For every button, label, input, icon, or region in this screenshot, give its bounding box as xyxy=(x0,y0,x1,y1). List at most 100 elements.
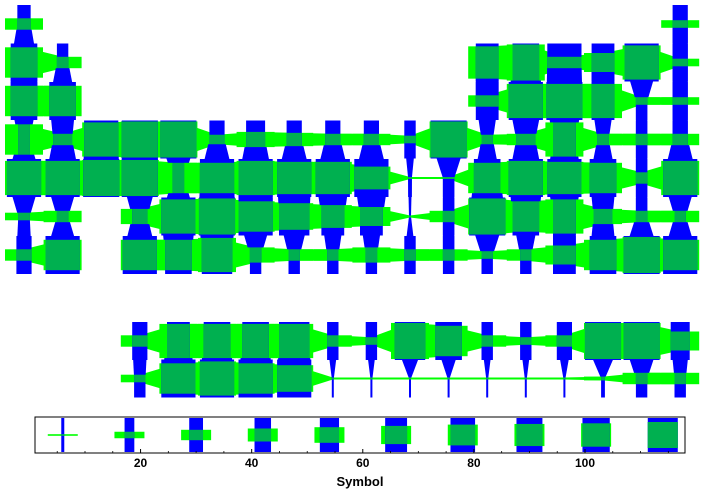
fblock-cell-overlap xyxy=(524,377,527,380)
main-cell-overlap xyxy=(246,131,266,148)
main-cell-overlap xyxy=(121,159,158,197)
main-cell-overlap xyxy=(512,201,540,232)
main-cell-overlap xyxy=(672,20,688,28)
main-cell-overlap xyxy=(635,97,648,105)
main-cell-overlap xyxy=(83,159,120,197)
main-cell-overlap xyxy=(591,53,615,72)
main-cell-overlap xyxy=(279,203,310,230)
main-cell-overlap xyxy=(327,249,339,261)
main-cell-overlap xyxy=(408,177,412,179)
main-cell-overlap xyxy=(469,198,506,235)
main-cell-overlap xyxy=(18,212,30,221)
main-cell-overlap xyxy=(475,95,499,107)
main-cell-overlap xyxy=(597,133,609,146)
fblock-cell-overlap xyxy=(435,325,462,357)
fblock-cell-overlap xyxy=(623,322,660,360)
main-cell-overlap xyxy=(199,162,235,194)
legend-sample-overlap xyxy=(385,425,408,445)
main-cell-overlap xyxy=(161,199,196,234)
legend-sample-overlap xyxy=(582,423,610,447)
fblock-cell-overlap xyxy=(203,323,231,359)
main-cell-overlap xyxy=(553,199,576,234)
main-cell-overlap xyxy=(635,133,648,146)
main-cell-overlap xyxy=(589,239,617,271)
main-cell-overlap xyxy=(10,85,38,117)
main-cell-overlap xyxy=(16,249,32,261)
main-cell-overlap xyxy=(249,247,262,263)
main-cell-overlap xyxy=(238,160,273,196)
main-cell-overlap xyxy=(674,210,686,223)
main-cell-overlap xyxy=(635,172,648,184)
main-cell-overlap xyxy=(672,58,688,67)
main-cell-overlap xyxy=(363,133,379,146)
x-tick-label: 40 xyxy=(245,456,259,470)
legend-sample-overlap xyxy=(124,431,135,439)
main-cell-overlap xyxy=(663,160,698,196)
fblock-cell-overlap xyxy=(279,323,310,359)
x-axis-title: Symbol xyxy=(337,474,384,489)
main-cell-overlap xyxy=(6,160,42,196)
main-cell-overlap xyxy=(475,46,499,79)
main-cell-overlap xyxy=(430,121,467,158)
main-cell-overlap xyxy=(45,239,80,271)
main-cell-overlap xyxy=(10,47,38,78)
main-cell-overlap xyxy=(547,161,582,195)
main-cell-overlap xyxy=(508,160,543,196)
fblock-cell-overlap xyxy=(161,363,196,394)
fblock-cell-overlap xyxy=(370,377,373,380)
main-cell-overlap xyxy=(672,133,688,146)
main-cell-overlap xyxy=(238,201,273,232)
main-cell-overlap xyxy=(360,207,383,226)
fblock-cell-overlap xyxy=(409,377,411,380)
x-tick-label: 20 xyxy=(134,456,148,470)
fblock-cell-overlap xyxy=(670,331,690,351)
main-cell-overlap xyxy=(121,121,158,158)
fblock-cell-overlap xyxy=(134,374,146,383)
main-cell-overlap xyxy=(165,239,192,271)
main-cell-overlap xyxy=(49,85,76,117)
main-cell-overlap xyxy=(473,162,501,194)
legend-sample-overlap xyxy=(61,434,65,436)
fblock-cell-overlap xyxy=(520,337,532,345)
main-cell-overlap xyxy=(404,249,416,261)
fblock-cell-overlap xyxy=(327,335,339,347)
main-cell-overlap xyxy=(160,121,197,158)
main-cell-overlap xyxy=(624,45,659,80)
fblock-cell-overlap xyxy=(584,322,622,360)
main-cell-overlap xyxy=(321,205,345,228)
main-cell-overlap xyxy=(635,210,648,223)
fblock-cell-overlap xyxy=(277,365,312,392)
cells-layer xyxy=(5,5,700,398)
x-axis: 20 40 60 80 100 xyxy=(56,449,669,470)
main-cell-overlap xyxy=(286,132,302,147)
legend-frame xyxy=(34,416,686,454)
main-cell-overlap xyxy=(623,236,660,274)
main-cell-overlap xyxy=(547,56,582,69)
main-cell-overlap xyxy=(198,198,236,235)
main-cell-overlap xyxy=(277,161,312,195)
main-cell-overlap xyxy=(53,133,73,146)
legend-sample-overlap xyxy=(516,423,543,447)
main-cell-overlap xyxy=(553,122,576,157)
main-cell-overlap xyxy=(672,97,688,105)
legend-sample-overlap xyxy=(450,424,476,446)
legend-panel xyxy=(34,416,686,454)
fblock-cell-overlap xyxy=(242,323,269,359)
main-cell-overlap xyxy=(365,247,378,263)
legend-sample-overlap xyxy=(189,429,204,441)
main-cell-overlap xyxy=(520,249,532,261)
fblock-cell-overlap xyxy=(394,322,426,360)
fblock-cell-overlap xyxy=(486,377,489,380)
fblock-cell-overlap xyxy=(601,376,605,381)
fblock-cell-overlap xyxy=(199,361,235,396)
main-cell-overlap xyxy=(56,210,69,223)
legend-sample-overlap xyxy=(319,427,340,443)
main-cell-overlap xyxy=(591,83,615,119)
fblock-cell-overlap xyxy=(447,377,450,380)
main-cell-overlap xyxy=(409,215,411,218)
fblock-cell-overlap xyxy=(238,363,273,394)
main-cell-overlap xyxy=(18,124,30,155)
main-cell-overlap xyxy=(122,239,157,271)
main-cell-overlap xyxy=(442,210,455,223)
